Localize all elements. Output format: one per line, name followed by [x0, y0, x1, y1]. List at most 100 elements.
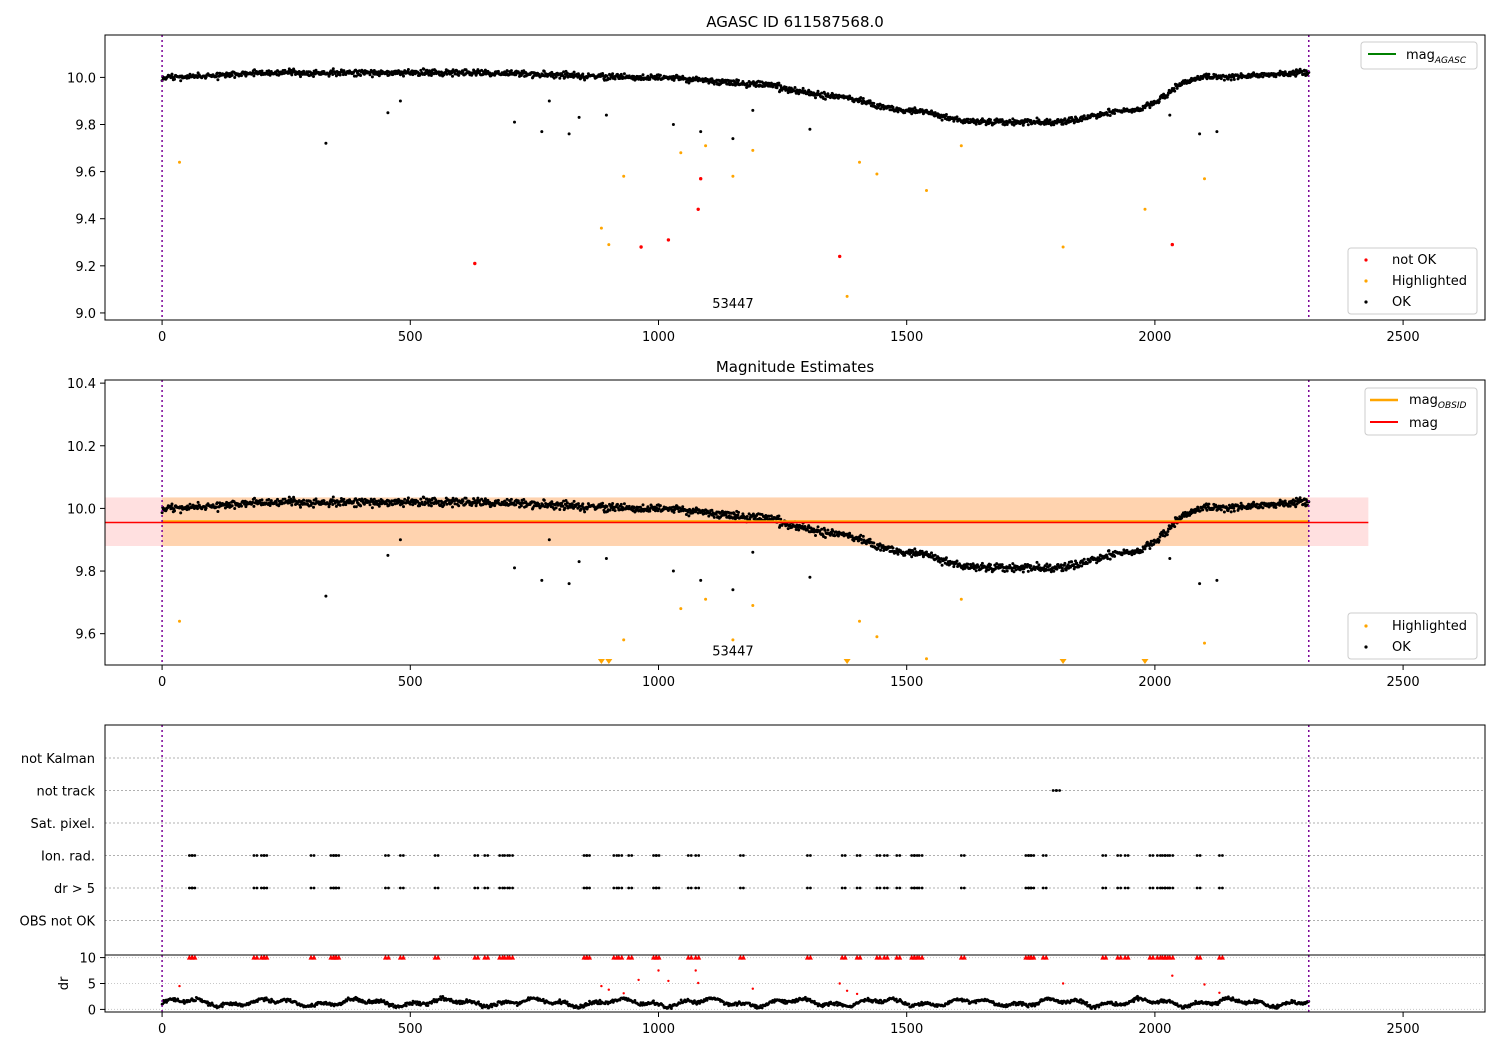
ok-point [1222, 78, 1226, 82]
ok-point [831, 93, 835, 97]
ok-point [699, 130, 703, 134]
flag-event-marker [686, 886, 690, 890]
ok-point [1044, 568, 1048, 572]
flag-event-marker [1158, 886, 1162, 890]
magnitude-panel-obs-label: 53447 [712, 645, 753, 660]
ok-point [1037, 563, 1041, 567]
ok-point [622, 72, 626, 76]
not-ok-point [696, 207, 700, 211]
dr-point [410, 1003, 414, 1006]
ok-point [655, 506, 659, 510]
ok-point [324, 594, 328, 598]
flag-event-marker [806, 854, 809, 857]
highlighted-point [704, 144, 708, 148]
ok-point [354, 74, 358, 78]
dr-point [804, 995, 807, 999]
ok-point [243, 502, 247, 506]
ok-point [944, 113, 948, 116]
ok-point [1173, 89, 1177, 93]
ok-point [963, 566, 967, 570]
ok-point [1088, 559, 1092, 563]
ok-point [565, 501, 569, 505]
ok-point [327, 505, 331, 509]
ok-point [848, 531, 852, 535]
flag-event-marker [187, 886, 191, 890]
magnitude-ytick-label: 9.6 [75, 628, 96, 643]
not-ok-point [699, 177, 703, 181]
ok-point [505, 497, 509, 501]
ok-point [483, 497, 487, 501]
ok-point [1003, 570, 1007, 573]
flag-event-marker [329, 854, 333, 857]
legend-mag-agasc-label: magAGASC [1406, 48, 1467, 66]
dr-point [693, 999, 696, 1002]
ok-point [269, 499, 273, 503]
agasc-xtick-label: 1500 [890, 330, 923, 345]
ok-point [910, 555, 914, 559]
flag-event-marker [193, 886, 197, 890]
ok-point [955, 115, 959, 119]
ok-point [230, 504, 234, 508]
ok-point [672, 510, 676, 514]
flag-event-marker [1041, 886, 1045, 890]
flag-event-marker [473, 886, 477, 890]
ok-point [583, 78, 587, 82]
ok-point [1048, 118, 1052, 122]
flag-event-marker [384, 886, 387, 890]
ok-point [1250, 505, 1254, 509]
flag-event-marker [265, 854, 269, 857]
ok-point [609, 506, 613, 510]
ok-point [794, 528, 798, 531]
ok-point [230, 73, 234, 77]
ok-point [322, 499, 326, 503]
flag-event-marker [433, 886, 437, 890]
ok-point [1141, 108, 1144, 112]
highlighted-point [679, 151, 683, 155]
ok-point [1082, 557, 1086, 561]
highlighted-point [875, 635, 879, 639]
ok-point [406, 498, 410, 502]
legend-highlighted-marker [1364, 279, 1368, 283]
ok-point [188, 72, 192, 76]
ok-point [429, 74, 433, 77]
ok-point [671, 569, 675, 573]
ok-point [331, 73, 335, 76]
agasc-ytick-label: 9.8 [75, 119, 96, 134]
ok-point [736, 513, 740, 517]
ok-point [814, 534, 817, 537]
flag-event-marker [920, 854, 924, 857]
flag-event-marker [1221, 854, 1224, 857]
flag-event-marker [1218, 886, 1221, 890]
ok-point [328, 502, 332, 506]
flag-event-marker [190, 854, 194, 857]
ok-point [1219, 77, 1223, 81]
ok-point [233, 76, 237, 79]
highlighted-point [959, 144, 963, 148]
agasc-ytick-label: 9.2 [75, 260, 96, 275]
ok-point [751, 108, 755, 112]
ok-point [505, 69, 509, 73]
flag-event-marker [694, 886, 698, 890]
ok-point [240, 504, 243, 508]
ok-point [453, 72, 457, 76]
ok-point [342, 497, 346, 501]
flag-event-marker [511, 854, 514, 857]
ok-point [1165, 95, 1169, 99]
ok-point [891, 546, 895, 550]
ok-point [565, 71, 569, 75]
flag-event-marker [1198, 854, 1202, 857]
ok-point [777, 81, 781, 85]
ok-point [579, 76, 583, 80]
agasc-point-legend-box [1347, 247, 1478, 315]
ok-point [852, 539, 856, 543]
ok-point [611, 72, 615, 76]
ok-point [823, 536, 827, 539]
ok-point [522, 69, 526, 73]
ok-point [1261, 506, 1265, 510]
ok-point [196, 76, 199, 79]
ok-point [1108, 114, 1112, 117]
flag-event-marker [511, 886, 514, 890]
highlighted-point [731, 174, 735, 178]
flag-event-marker [627, 854, 631, 857]
